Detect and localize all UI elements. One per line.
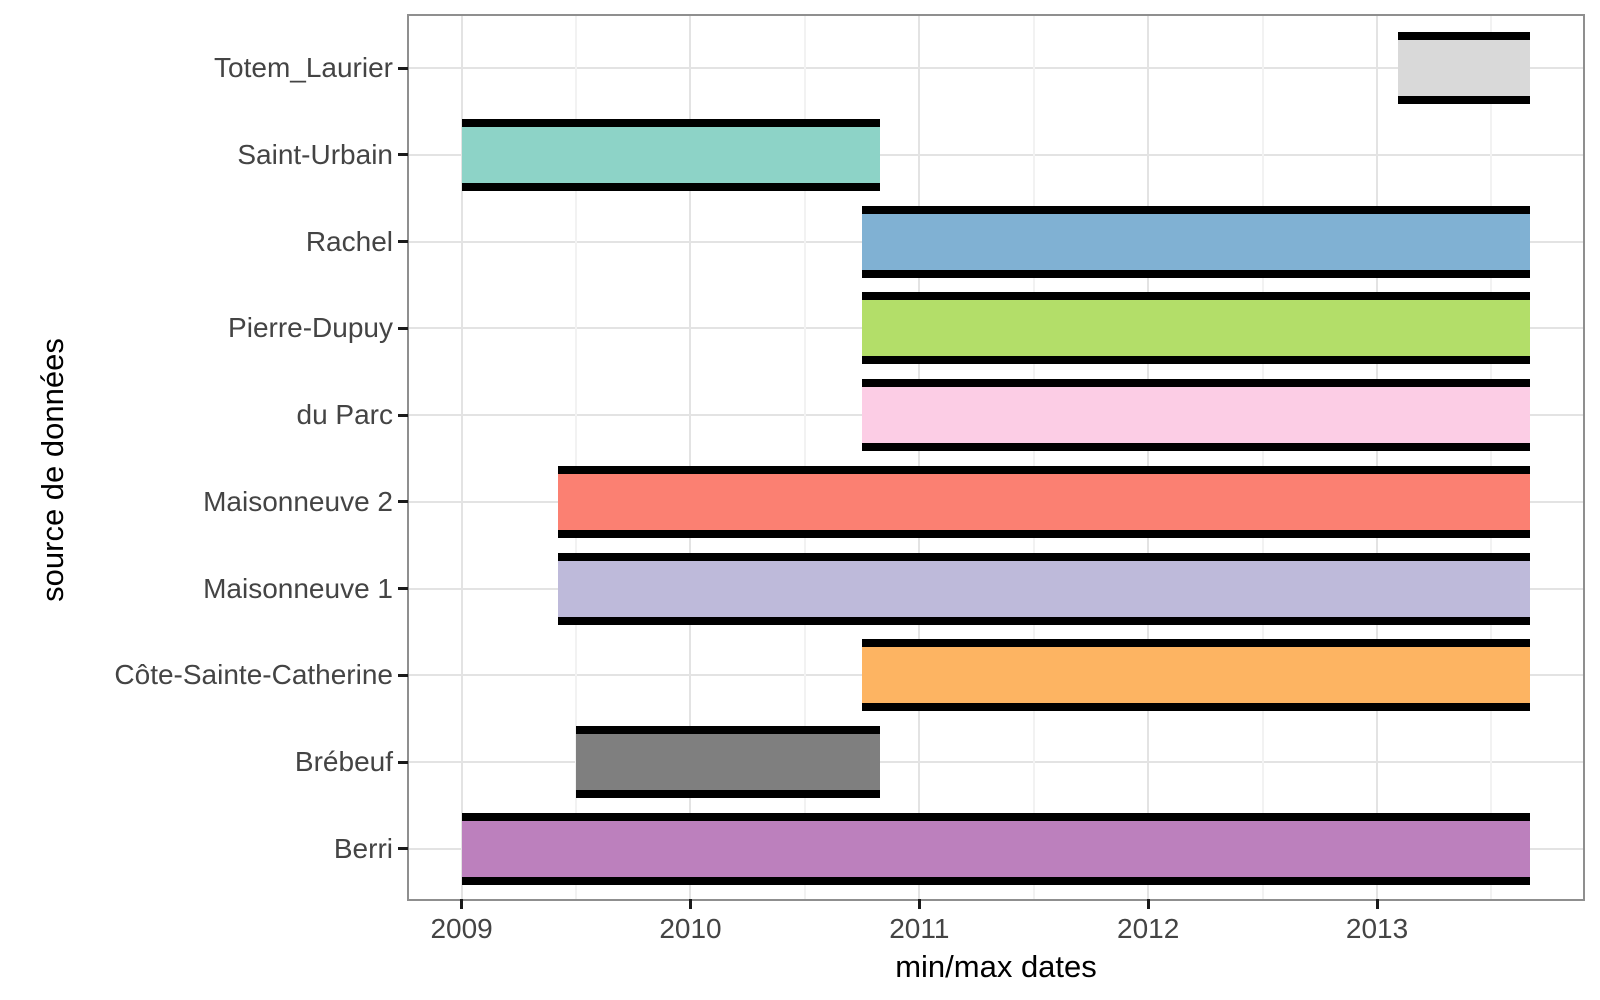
- x-tick-label: 2011: [889, 913, 950, 944]
- y-axis-title: source de données: [35, 338, 70, 602]
- y-tick-label: Brébeuf: [294, 746, 393, 777]
- x-tick-label: 2013: [1345, 913, 1409, 944]
- y-tick-label: Rachel: [305, 225, 393, 257]
- x-tick-label: 2009: [430, 913, 493, 944]
- y-tick-label: Côte-Sainte-Catherine: [114, 659, 393, 691]
- y-tick-label: Berri: [333, 832, 393, 864]
- y-tick-label: Saint-Urbain: [237, 138, 393, 170]
- y-tick-label: Totem_Laurier: [214, 52, 393, 83]
- x-axis-title: min/max dates: [895, 949, 1097, 984]
- x-tick-label: 2012: [1117, 913, 1180, 944]
- x-tick-label: 2010: [659, 913, 722, 944]
- plot-panel: [407, 14, 1585, 901]
